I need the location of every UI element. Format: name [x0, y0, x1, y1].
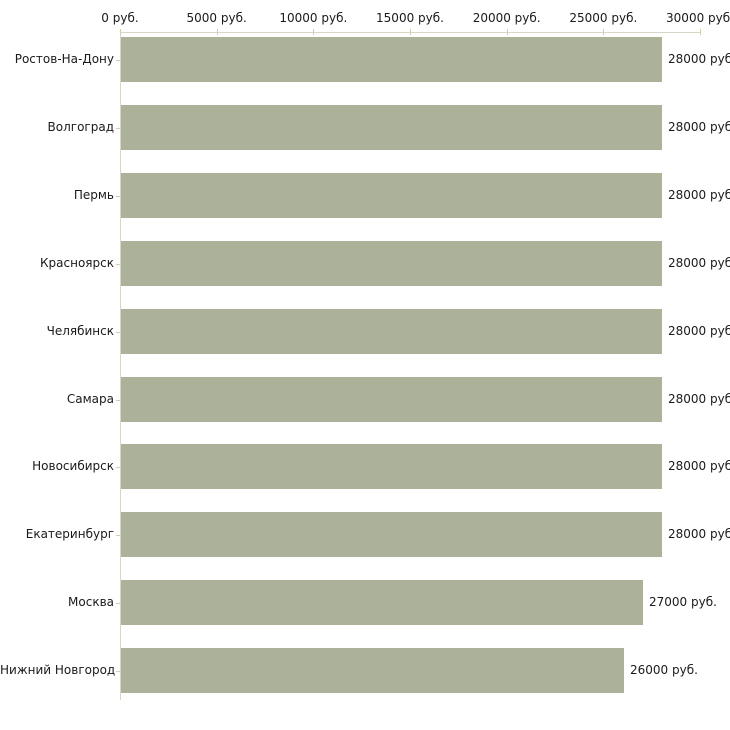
value-label: 27000 руб.: [649, 595, 717, 609]
value-label: 28000 руб.: [668, 324, 730, 338]
y-axis-tick: [116, 535, 120, 536]
bar-row: Волгоград 28000 руб.: [0, 105, 730, 150]
bar-row: Пермь 28000 руб.: [0, 173, 730, 218]
y-axis-tick: [116, 264, 120, 265]
value-label: 28000 руб.: [668, 120, 730, 134]
x-axis-tick-label: 0 руб.: [101, 11, 139, 25]
value-label: 28000 руб.: [668, 527, 730, 541]
category-label: Новосибирск: [32, 459, 114, 473]
x-axis-tick-label: 15000 руб.: [376, 11, 444, 25]
bar: [121, 241, 662, 286]
bar: [121, 648, 624, 693]
y-axis-tick: [116, 128, 120, 129]
value-label: 28000 руб.: [668, 256, 730, 270]
x-axis-tick-label: 5000 руб.: [186, 11, 247, 25]
bar-row: Новосибирск 28000 руб.: [0, 444, 730, 489]
bar-row: Екатеринбург 28000 руб.: [0, 512, 730, 557]
x-axis-tick-label: 20000 руб.: [472, 11, 541, 25]
bar-row: Красноярск 28000 руб.: [0, 241, 730, 286]
x-axis-tick: [217, 29, 218, 35]
y-axis-tick: [116, 196, 120, 197]
value-label: 28000 руб.: [668, 52, 730, 66]
x-axis-tick-label: 30000 руб.: [666, 11, 730, 25]
y-axis-tick: [116, 671, 120, 672]
y-axis-tick: [116, 332, 120, 333]
bar-row: Самара 28000 руб.: [0, 377, 730, 422]
x-axis-tick-label: 10000 руб.: [279, 11, 348, 25]
bar: [121, 377, 662, 422]
y-axis-tick: [116, 400, 120, 401]
x-axis-tick: [507, 29, 508, 35]
bar-row: Челябинск 28000 руб.: [0, 309, 730, 354]
value-label: 28000 руб.: [668, 459, 730, 473]
category-label: Челябинск: [46, 324, 114, 338]
y-axis-line: [120, 32, 121, 700]
bar: [121, 444, 662, 489]
category-label: Екатеринбург: [25, 527, 114, 541]
y-axis-tick: [116, 467, 120, 468]
x-axis-tick: [603, 29, 604, 35]
bar: [121, 173, 662, 218]
value-label: 28000 руб.: [668, 188, 730, 202]
category-label: Самара: [66, 392, 114, 406]
x-axis-tick: [700, 29, 701, 35]
bar-row: Ростов-На-Дону 28000 руб.: [0, 37, 730, 82]
x-axis-tick: [313, 29, 314, 35]
x-axis-tick: [410, 29, 411, 35]
x-axis-tick: [120, 29, 121, 35]
category-label: Москва: [68, 595, 114, 609]
bar: [121, 309, 662, 354]
bar: [121, 37, 662, 82]
value-label: 28000 руб.: [668, 392, 730, 406]
y-axis-tick: [116, 60, 120, 61]
category-label: Ростов-На-Дону: [14, 52, 114, 66]
category-label: Красноярск: [40, 256, 114, 270]
category-label: Пермь: [73, 188, 114, 202]
bar-row: Москва 27000 руб.: [0, 580, 730, 625]
bar: [121, 105, 662, 150]
category-label: Волгоград: [47, 120, 114, 134]
x-axis-tick-label: 25000 руб.: [569, 11, 638, 25]
y-axis-tick: [116, 603, 120, 604]
value-label: 26000 руб.: [630, 663, 698, 677]
bar: [121, 580, 643, 625]
bar: [121, 512, 662, 557]
category-label: Нижний Новгород: [0, 663, 116, 677]
bar-row: Нижний Новгород 26000 руб.: [0, 648, 730, 693]
